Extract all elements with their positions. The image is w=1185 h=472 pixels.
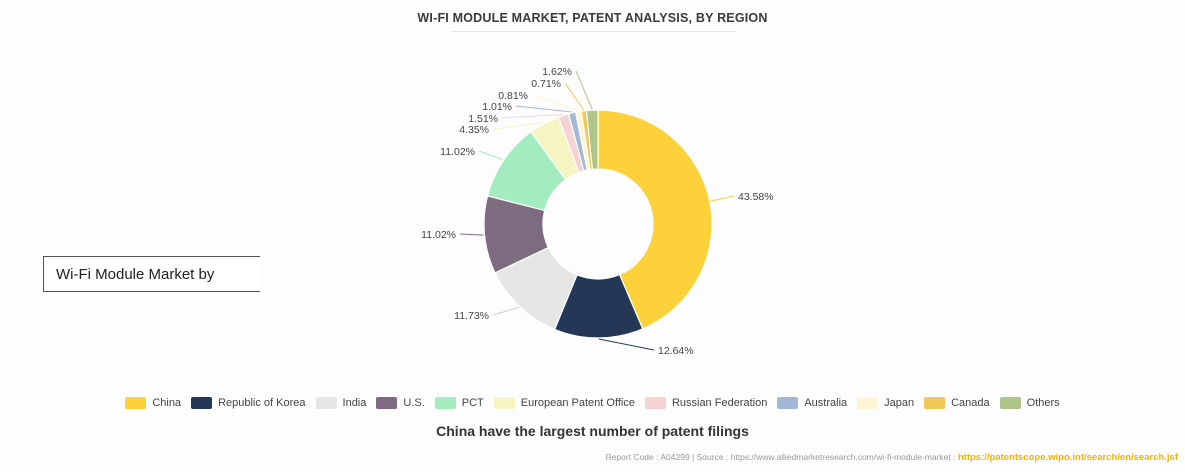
leader-line (478, 150, 503, 160)
legend-swatch (644, 397, 666, 409)
source-link[interactable]: https://patentscope.wipo.int/search/en/s… (957, 452, 1178, 463)
leader-line (710, 195, 735, 202)
legend-item[interactable]: Japan (857, 397, 914, 409)
legend-label: Australia (804, 397, 848, 409)
legend-label: Canada (951, 397, 990, 409)
legend-swatch (999, 397, 1021, 409)
data-label: 4.35% (459, 124, 489, 136)
legend-label: PCT (461, 397, 484, 409)
legend-item[interactable]: Others (999, 397, 1060, 409)
legend-label: Russian Federation (671, 397, 768, 409)
legend-swatch (125, 397, 147, 409)
chart-legend: China Republic of Korea India U.S. PCT Europe… (0, 397, 1185, 409)
legend-swatch (924, 397, 946, 409)
slice-others[interactable] (585, 109, 599, 170)
side-label-box: Wi-Fi Module Market by (43, 256, 260, 292)
leader-line (564, 82, 585, 111)
leader-line (492, 122, 544, 130)
legend-item[interactable]: Republic of Korea (191, 397, 306, 409)
legend-swatch (857, 397, 879, 409)
leader-line (459, 233, 484, 236)
data-label: 11.73% (454, 310, 489, 322)
data-label: 0.71% (531, 78, 561, 90)
legend-swatch (315, 397, 337, 409)
source-footer: Report Code : A04299 | Source : https://… (606, 452, 1178, 463)
legend-item[interactable]: India (315, 397, 367, 409)
legend-item[interactable]: PCT (434, 397, 484, 409)
legend-label: China (152, 397, 182, 409)
leader-line (598, 338, 655, 351)
legend-label: U.S. (403, 397, 425, 409)
leader-line (575, 70, 593, 110)
legend-label: European Patent Office (520, 397, 635, 409)
chart-title: WI-FI MODULE MARKET, PATENT ANALYSIS, BY… (417, 11, 768, 25)
side-label: Wi-Fi Module Market by (56, 266, 215, 283)
slice-china[interactable] (597, 109, 713, 330)
legend-item[interactable]: Russian Federation (644, 397, 768, 409)
legend-item[interactable]: Canada (924, 397, 990, 409)
legend-swatch (191, 397, 213, 409)
legend-swatch (493, 397, 515, 409)
legend-label: Others (1026, 397, 1060, 409)
legend-swatch (777, 397, 799, 409)
data-label: 1.62% (542, 66, 572, 78)
data-label: 11.02% (421, 229, 456, 241)
legend-item[interactable]: Australia (777, 397, 847, 409)
legend-label: Japan (884, 397, 915, 409)
donut-chart: 43.58% 12.64% 11.73% 11.02% 11.02% 4.35%1.51%… (421, 66, 774, 357)
legend-item[interactable]: China (125, 397, 181, 409)
leader-line (492, 306, 519, 316)
legend-swatch (434, 397, 456, 409)
legend-label: Republic of Korea (218, 397, 306, 409)
data-label: 1.01% (482, 101, 512, 113)
data-label: 43.58% (738, 191, 774, 203)
chart-caption: China have the largest number of patent … (436, 423, 749, 439)
data-label: 0.81% (498, 90, 528, 102)
title-divider (452, 31, 736, 32)
data-label: 12.64% (658, 345, 694, 357)
legend-label: India (342, 397, 367, 409)
leader-line (501, 113, 564, 119)
data-label: 1.51% (468, 113, 498, 125)
legend-item[interactable]: European Patent Office (493, 397, 635, 409)
legend-swatch (376, 397, 398, 409)
legend-item[interactable]: U.S. (376, 397, 425, 409)
leader-line (515, 105, 572, 113)
data-label: 11.02% (440, 146, 475, 158)
report-source-text: Report Code : A04299 | Source : https://… (605, 452, 956, 462)
leader-line (531, 94, 579, 112)
